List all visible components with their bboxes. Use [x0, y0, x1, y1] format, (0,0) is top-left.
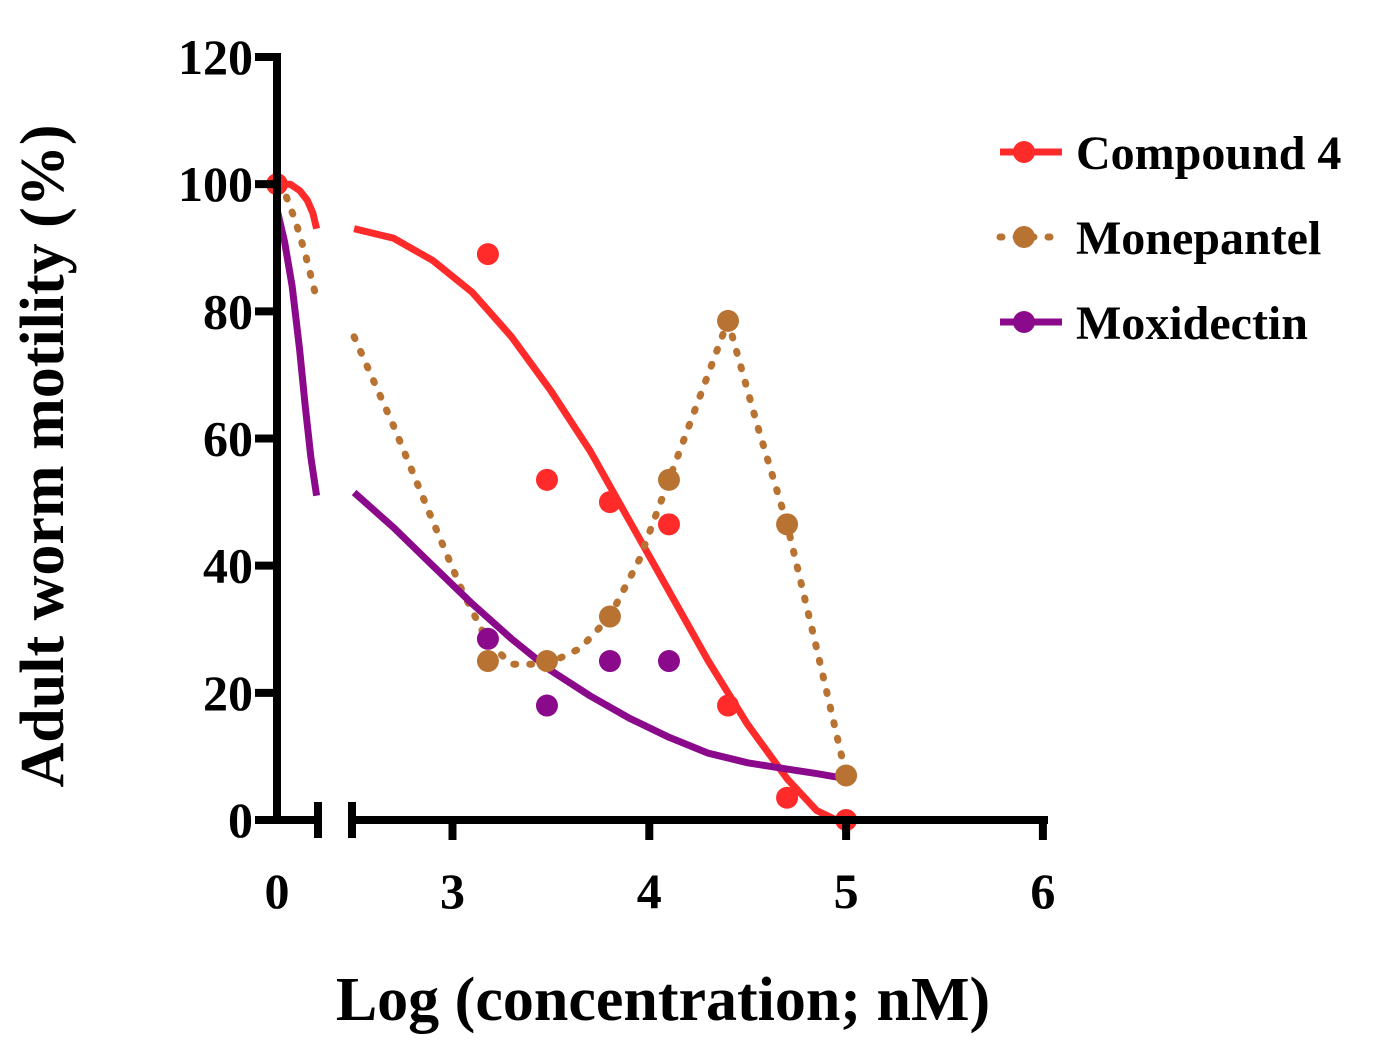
- y-tick-label: 120: [178, 29, 253, 85]
- y-axis-title: Adult worm motility (%): [9, 125, 77, 788]
- legend-marker: [1013, 226, 1035, 248]
- legend-label: Monepantel: [1076, 212, 1321, 265]
- compound-4-point: [657, 513, 680, 536]
- compound-4-point: [476, 243, 499, 266]
- compound-4-point: [535, 468, 558, 491]
- x-axis-title: Log (concentration; nM): [336, 966, 990, 1034]
- moxidectin-point: [535, 694, 558, 717]
- compound-4-point: [717, 694, 740, 717]
- data-points: [266, 173, 858, 831]
- legend-entry-monepantel: Monepantel: [996, 212, 1321, 265]
- legend-marker: [1013, 141, 1035, 163]
- legend-label: Moxidectin: [1076, 297, 1308, 350]
- x-tick-label: 4: [637, 863, 662, 919]
- legend-entry-moxidectin: Moxidectin: [1000, 297, 1308, 350]
- moxidectin-point: [598, 650, 621, 673]
- moxidectin-fit-curve: [273, 208, 321, 497]
- compound-4-point: [598, 491, 621, 514]
- y-ticks: 0 20 40 60 80 100 120: [178, 29, 277, 848]
- axes: 0 20 40 60 80 100 120 0 3 4 5 6: [178, 29, 1055, 919]
- moxidectin-point: [657, 650, 680, 673]
- x-tick-label: 6: [1030, 863, 1055, 919]
- y-tick-label: 20: [203, 665, 253, 721]
- legend-label: Compound 4: [1076, 127, 1341, 180]
- legend-entry-compound-4: Compound 4: [1000, 127, 1341, 180]
- moxidectin-point: [476, 627, 499, 650]
- legend: Compound 4 Monepantel Moxidectin: [996, 127, 1341, 350]
- x-tick-label: 0: [265, 863, 290, 919]
- monepantel-point: [598, 605, 621, 628]
- y-tick-label: 60: [203, 411, 253, 467]
- monepantel-fit-curve: [350, 317, 850, 779]
- legend-marker: [1013, 311, 1035, 333]
- compound-4-point: [776, 786, 799, 809]
- y-tick-label: 100: [178, 156, 253, 212]
- monepantel-point: [835, 764, 858, 787]
- compound-4-fit-curve: [353, 225, 838, 824]
- monepantel-point: [535, 650, 558, 673]
- y-tick-label: 40: [203, 538, 253, 594]
- moxidectin-fit-curve: [351, 489, 847, 783]
- x-ticks: 0 3 4 5 6: [265, 820, 1055, 919]
- compound-4-fit-curve: [277, 180, 321, 230]
- x-tick-label: 3: [440, 863, 465, 919]
- fit-curves: [273, 180, 850, 824]
- x-tick-label: 5: [834, 863, 859, 919]
- monepantel-point: [657, 468, 680, 491]
- y-tick-label: 0: [228, 792, 253, 848]
- monepantel-point: [776, 513, 799, 536]
- monepantel-point: [717, 309, 740, 332]
- y-tick-label: 80: [203, 283, 253, 339]
- monepantel-point: [476, 650, 499, 673]
